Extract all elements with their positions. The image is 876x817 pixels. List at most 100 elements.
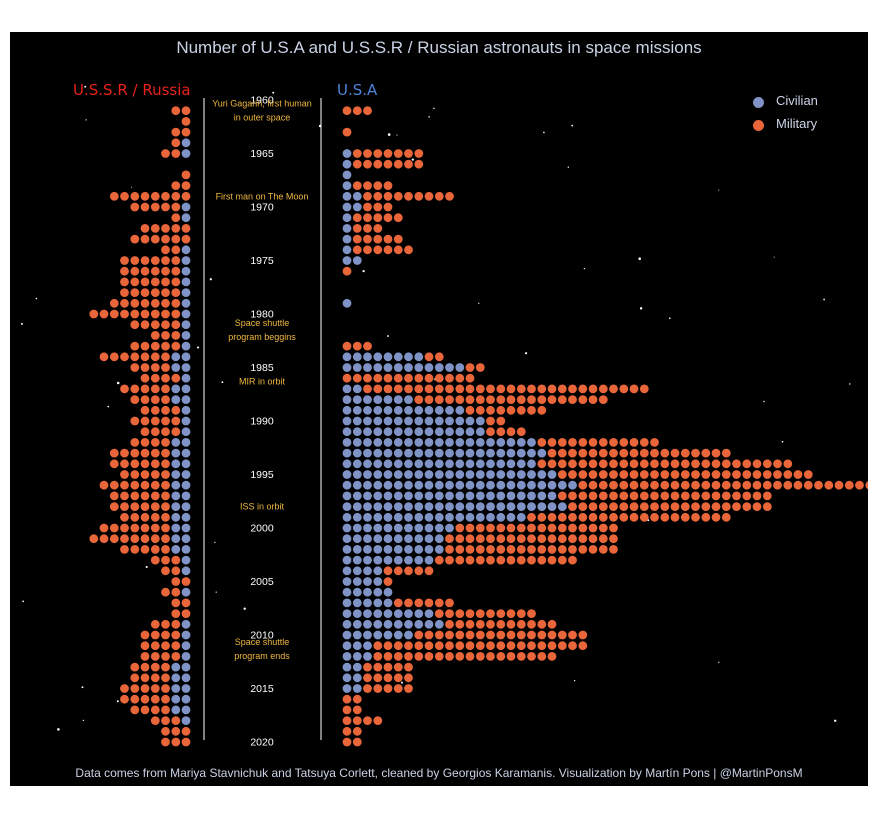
ussr-military-dot	[140, 405, 150, 415]
usa-military-dot	[486, 641, 495, 651]
usa-civilian-dot	[393, 619, 403, 629]
usa-civilian-dot	[414, 427, 424, 437]
usa-civilian-dot	[363, 448, 372, 458]
ussr-civilian-dot	[181, 512, 191, 522]
usa-military-dot	[516, 395, 526, 404]
usa-civilian-dot	[373, 363, 383, 372]
ussr-military-dot	[150, 416, 160, 426]
usa-military-dot	[363, 716, 372, 725]
usa-civilian-dot	[475, 416, 485, 426]
usa-civilian-dot	[465, 512, 475, 522]
usa-military-dot	[342, 737, 352, 747]
usa-civilian-dot	[434, 491, 444, 501]
usa-military-dot	[639, 459, 649, 469]
usa-civilian-dot	[506, 448, 516, 458]
usa-civilian-dot	[496, 448, 506, 458]
ussr-military-dot	[120, 534, 129, 544]
usa-military-dot	[373, 159, 383, 169]
usa-military-dot	[527, 405, 536, 415]
usa-civilian-dot	[496, 502, 506, 511]
ussr-military-dot	[150, 191, 160, 201]
ussr-civilian-dot	[181, 395, 191, 404]
usa-military-dot	[609, 438, 618, 447]
ussr-military-dot	[171, 555, 181, 565]
ussr-military-dot	[171, 619, 181, 629]
usa-military-dot	[547, 395, 557, 404]
usa-military-dot	[475, 384, 485, 394]
ussr-military-dot	[130, 277, 140, 287]
ussr-civilian-dot	[171, 673, 181, 683]
usa-military-dot	[629, 448, 639, 458]
usa-military-dot	[486, 395, 495, 404]
ussr-military-dot	[130, 309, 140, 319]
usa-civilian-dot	[424, 491, 434, 501]
usa-military-dot	[701, 470, 711, 479]
ussr-military-dot	[109, 298, 119, 308]
event-annotation: MIR in orbit	[239, 376, 286, 386]
usa-military-dot	[609, 448, 618, 458]
usa-military-dot	[721, 448, 731, 458]
usa-military-dot	[496, 609, 506, 618]
ussr-military-dot	[140, 459, 150, 469]
usa-civilian-dot	[363, 416, 372, 426]
event-annotation: ISS in orbit	[240, 502, 285, 512]
ussr-military-dot	[171, 630, 181, 640]
usa-military-dot	[609, 491, 618, 501]
usa-military-dot	[414, 641, 424, 651]
ussr-civilian-dot	[171, 694, 181, 704]
usa-military-dot	[363, 245, 372, 255]
usa-military-dot	[414, 652, 424, 661]
ussr-military-dot	[150, 523, 160, 533]
ussr-civilian-dot	[171, 352, 181, 362]
usa-military-dot	[732, 502, 741, 511]
usa-military-dot	[527, 609, 536, 618]
usa-military-dot	[363, 384, 372, 394]
usa-military-dot	[434, 395, 444, 404]
usa-military-dot	[465, 652, 475, 661]
usa-civilian-dot	[537, 448, 547, 458]
ussr-military-dot	[150, 331, 160, 340]
usa-civilian-dot	[342, 684, 352, 693]
ussr-civilian-dot	[171, 480, 181, 490]
usa-civilian-dot	[373, 438, 383, 447]
usa-civilian-dot	[342, 170, 352, 180]
usa-military-dot	[506, 545, 516, 554]
usa-military-dot	[598, 545, 608, 554]
usa-military-dot	[516, 652, 526, 661]
usa-civilian-dot	[342, 652, 352, 661]
usa-military-dot	[752, 502, 762, 511]
usa-military-dot	[383, 652, 393, 661]
usa-military-dot	[568, 545, 577, 554]
ussr-military-dot	[150, 405, 160, 415]
usa-military-dot	[363, 684, 372, 693]
usa-military-dot	[434, 352, 444, 362]
ussr-military-dot	[120, 309, 129, 319]
usa-military-dot	[578, 470, 588, 479]
star	[639, 307, 643, 310]
usa-military-dot	[352, 341, 362, 351]
ussr-military-dot	[140, 256, 150, 265]
ussr-military-dot	[150, 352, 160, 362]
ussr-civilian-dot	[181, 416, 191, 426]
ussr-military-dot	[161, 298, 170, 308]
usa-civilian-dot	[445, 416, 454, 426]
usa-civilian-dot	[363, 534, 372, 544]
usa-military-dot	[373, 245, 383, 255]
usa-military-dot	[773, 480, 782, 490]
usa-civilian-dot	[414, 405, 424, 415]
usa-military-dot	[660, 470, 670, 479]
ussr-military-dot	[140, 384, 150, 394]
usa-military-dot	[465, 555, 475, 565]
usa-military-dot	[465, 641, 475, 651]
ussr-military-dot	[150, 470, 160, 479]
ussr-military-dot	[130, 438, 140, 447]
year-label: 1975	[250, 255, 274, 267]
event-annotation: Yuri Gagarin, first human	[212, 99, 312, 109]
usa-civilian-dot	[527, 491, 536, 501]
usa-military-dot	[383, 181, 393, 191]
ussr-civilian-dot	[171, 705, 181, 715]
usa-civilian-dot	[352, 684, 362, 693]
usa-military-dot	[486, 555, 495, 565]
usa-military-dot	[373, 191, 383, 201]
ussr-military-dot	[161, 684, 170, 693]
